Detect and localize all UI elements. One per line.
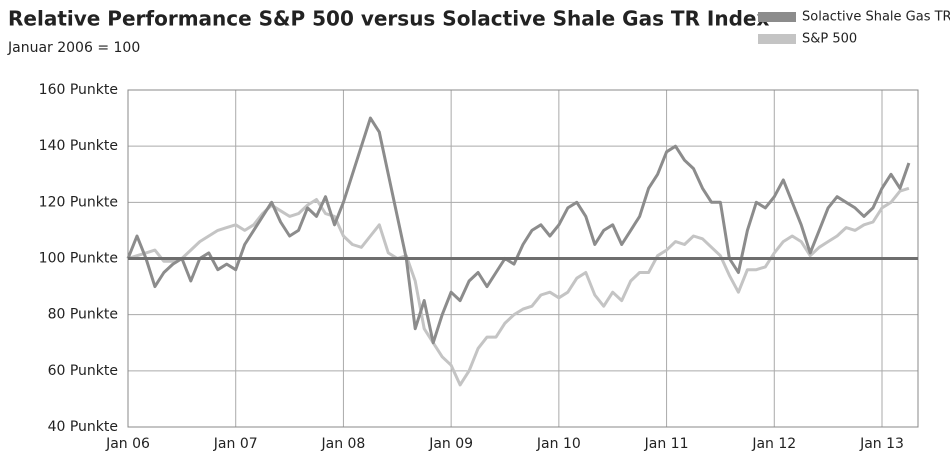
x-tick-label: Jan 08 [320, 436, 365, 452]
legend-swatch [758, 12, 796, 22]
chart-subtitle: Januar 2006 = 100 [7, 40, 140, 56]
x-tick-label: Jan 09 [428, 436, 473, 452]
y-tick-label: 60 Punkte [48, 363, 118, 379]
x-tick-label: Jan 10 [536, 436, 581, 452]
x-tick-label: Jan 12 [751, 436, 796, 452]
x-tick-label: Jan 11 [644, 436, 689, 452]
y-tick-label: 160 Punkte [39, 82, 118, 98]
y-tick-label: 120 Punkte [39, 194, 118, 210]
y-tick-label: 40 Punkte [48, 419, 118, 435]
legend-label: S&P 500 [802, 32, 857, 47]
x-tick-label: Jan 13 [859, 436, 904, 452]
legend-swatch [758, 34, 796, 44]
series-line [127, 186, 910, 387]
x-tick-label: Jan 06 [105, 436, 150, 452]
chart-title: Relative Performance S&P 500 versus Sola… [8, 7, 769, 31]
y-tick-label: 100 Punkte [39, 251, 118, 267]
series-line [126, 116, 911, 345]
x-tick-label: Jan 07 [213, 436, 258, 452]
y-tick-label: 140 Punkte [39, 138, 118, 154]
y-tick-label: 80 Punkte [48, 307, 118, 323]
legend-label: Solactive Shale Gas TR [802, 10, 950, 25]
